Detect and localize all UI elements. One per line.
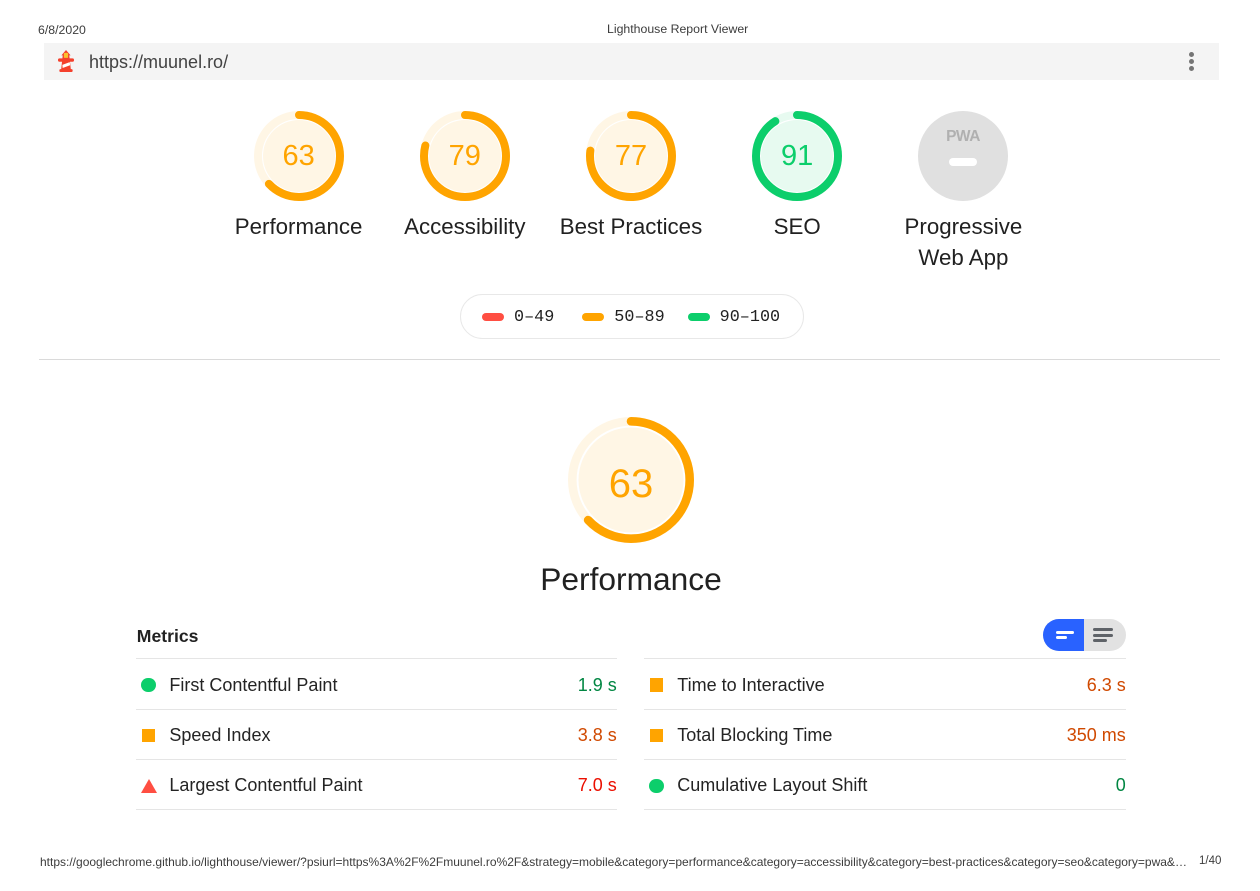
svg-text:PWA: PWA: [946, 128, 980, 145]
